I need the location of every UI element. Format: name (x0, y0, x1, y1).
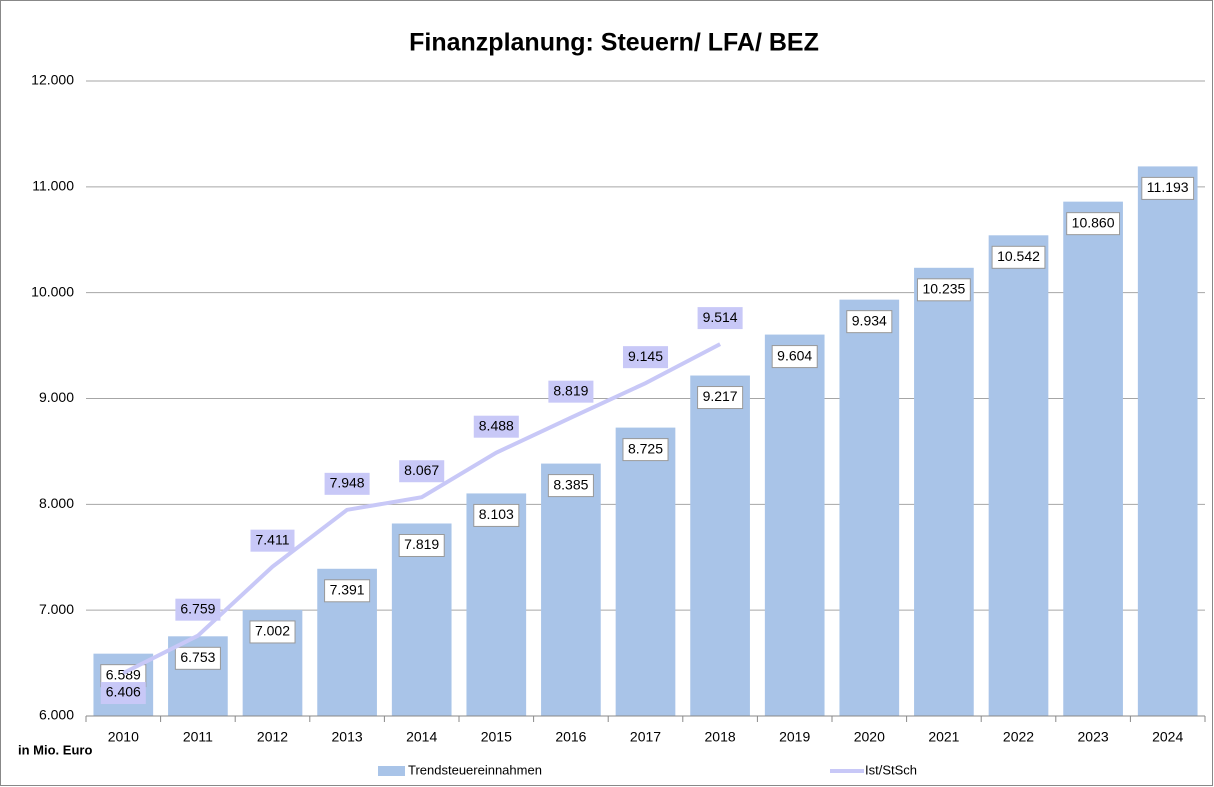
data-label: 9.217 (703, 388, 738, 404)
line (122, 342, 722, 675)
data-label-box (622, 346, 669, 369)
y-tick-label: 6.000 (39, 707, 74, 723)
data-label: 9.145 (628, 348, 663, 364)
data-label: 9.514 (703, 309, 738, 325)
x-tick-label: 2020 (854, 729, 885, 745)
data-label-box (473, 415, 519, 438)
data-label-box (174, 646, 221, 670)
data-label-box (697, 307, 743, 330)
x-tick-label: 2010 (108, 729, 139, 745)
data-label: 6.406 (106, 684, 141, 700)
data-label-box (548, 380, 594, 403)
data-label: 7.819 (404, 536, 439, 552)
y-tick-label: 10.000 (31, 283, 74, 299)
data-label: 8.725 (628, 440, 663, 456)
x-tick-label: 2016 (555, 729, 586, 745)
bar (541, 463, 601, 716)
legend-label: Ist/StSch (865, 762, 917, 777)
data-label-box (398, 533, 445, 557)
data-label: 10.542 (997, 248, 1040, 264)
bar (839, 299, 900, 716)
legend-label: Trendsteuereinnahmen (408, 762, 542, 777)
data-label: 7.948 (330, 475, 365, 491)
bar (988, 235, 1049, 716)
x-tick-label: 2012 (257, 729, 288, 745)
data-label: 7.002 (255, 623, 290, 639)
y-axis-label: in Mio. Euro (18, 742, 92, 757)
data-label-box (846, 310, 893, 334)
data-label-box (473, 503, 520, 527)
data-label: 9.934 (852, 312, 887, 328)
data-label: 8.067 (404, 462, 439, 478)
x-tick-label: 2018 (705, 729, 736, 745)
data-label: 11.193 (1147, 179, 1189, 195)
data-label-box (771, 345, 818, 369)
x-tick-label: 2024 (1152, 729, 1183, 745)
data-label: 8.103 (479, 506, 514, 522)
data-label-box (100, 682, 146, 705)
bar (690, 375, 750, 716)
bar (615, 427, 676, 716)
bar (764, 334, 825, 716)
data-label-box (991, 245, 1046, 269)
x-tick-label: 2017 (630, 729, 661, 745)
data-label-box (249, 620, 296, 644)
x-tick-label: 2014 (406, 729, 437, 745)
data-label: 9.604 (777, 347, 812, 363)
y-tick-label: 9.000 (39, 389, 74, 405)
bar (466, 493, 527, 716)
data-label-box (324, 579, 371, 603)
data-label: 7.411 (256, 531, 290, 547)
data-label: 6.753 (180, 649, 215, 665)
x-tick-label: 2021 (928, 729, 959, 745)
data-label-box (250, 529, 295, 552)
data-label: 10.860 (1072, 214, 1115, 230)
data-label: 7.391 (330, 581, 365, 597)
y-tick-label: 11.000 (32, 178, 74, 194)
data-label: 8.819 (553, 382, 588, 398)
data-label: 8.488 (479, 417, 514, 433)
chart-title: Finanzplanung: Steuern/ LFA/ BEZ (409, 29, 819, 57)
data-label-box (697, 386, 744, 410)
data-label: 8.385 (553, 476, 588, 492)
data-label-box (916, 278, 971, 302)
data-label-box (622, 438, 669, 462)
data-label-box (547, 474, 594, 498)
data-label-box (324, 472, 370, 495)
data-label-box (1066, 212, 1121, 236)
bar (1063, 201, 1123, 716)
x-tick-label: 2023 (1078, 729, 1109, 745)
y-tick-label: 7.000 (39, 601, 74, 617)
legend-swatch (378, 766, 405, 776)
bar (1137, 166, 1198, 717)
x-tick-label: 2015 (481, 729, 512, 745)
y-tick-label: 12.000 (31, 72, 74, 88)
x-tick-label: 2011 (183, 729, 213, 745)
x-tick-label: 2019 (779, 729, 810, 745)
data-label: 6.759 (180, 600, 215, 616)
y-tick-label: 8.000 (39, 495, 74, 511)
x-tick-label: 2013 (332, 729, 363, 745)
data-label-box (1141, 176, 1195, 200)
x-tick-label: 2022 (1003, 729, 1034, 745)
bar (914, 267, 974, 716)
data-label-box (175, 598, 221, 621)
data-label-box (399, 460, 445, 483)
data-label: 10.235 (922, 280, 965, 296)
